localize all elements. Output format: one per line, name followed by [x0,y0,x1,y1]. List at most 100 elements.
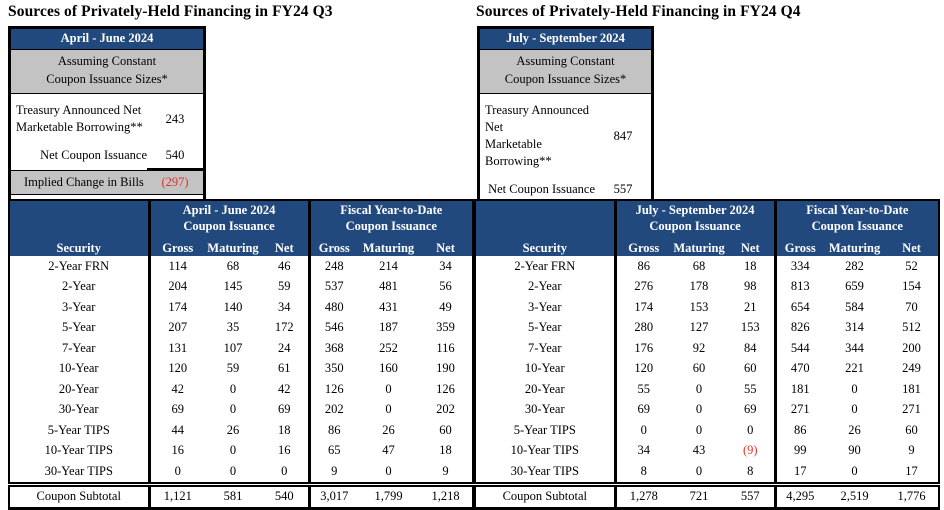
maturing2-cell: 0 [358,461,419,484]
net-coupon-label: Net Coupon Issuance [488,182,595,196]
net2-cell: 60 [419,420,474,441]
subtotal-label: Coupon Subtotal [475,481,616,509]
maturing2-cell: 481 [358,276,419,297]
maturing1-cell: 0 [671,399,728,420]
net1-cell: 42 [261,379,309,400]
security-column-header: Security [475,200,616,256]
maturing2-cell: 314 [824,317,886,338]
net1-cell: 98 [727,276,776,297]
net2-cell: 200 [885,338,940,359]
net2-cell: 9 [885,440,940,461]
assumption-line2: Coupon Issuance Sizes* [504,72,627,86]
implied-bills-value: (297) [161,175,189,189]
gross1-cell: 86 [613,256,672,277]
gross1-cell: 34 [613,440,672,461]
table-row: 30-Year TIPS 8 0 8 17 0 17 [475,461,940,484]
gross2-cell: 99 [773,440,825,461]
maturing2-cell: 0 [824,461,886,484]
subtotal-maturing1: 721 [671,481,728,509]
maturing2-cell: 659 [824,276,886,297]
maturing2-cell: 160 [358,358,419,379]
maturing2-cell: 47 [358,440,419,461]
table-row: 5-Year TIPS 44 26 18 86 26 60 [9,420,474,441]
maturing2-cell: 0 [824,399,886,420]
coupon-table-q3: Security April - June 2024 Fiscal Year-t… [8,199,475,510]
maturing2-cell: 90 [824,440,886,461]
net1-cell: 69 [261,399,309,420]
table-row: 20-Year 55 0 55 181 0 181 [475,379,940,400]
group1-subtitle: Coupon Issuance [613,218,776,235]
maturing1-cell: 0 [671,379,728,400]
table-row: 2-Year FRN 114 68 46 248 214 34 [9,256,474,277]
security-cell: 2-Year FRN [475,256,616,277]
gross2-cell: 181 [773,379,825,400]
security-cell: 5-Year [475,317,616,338]
maturing1-cell: 68 [671,256,728,277]
gross2-cell: 65 [307,440,358,461]
borrowing-label: Treasury Announced Net Marketable Borrow… [11,102,147,136]
subtotal-gross2: 4,295 [773,481,825,509]
summary-box-spacer [11,194,203,199]
table-row: 20-Year 42 0 42 126 0 126 [9,379,474,400]
table-row: 2-Year 276 178 98 813 659 154 [475,276,940,297]
security-cell: 30-Year [9,399,149,420]
maturing2-cell: 252 [358,338,419,359]
maturing1-cell: 60 [671,358,728,379]
gross1-cell: 120 [147,358,205,379]
maturing1-cell: 127 [671,317,728,338]
gross1-cell: 280 [613,317,672,338]
maturing1-cell: 26 [205,420,261,441]
net2-cell: 17 [885,461,940,484]
subtotal-row: Coupon Subtotal 1,121 581 540 3,017 1,79… [9,481,474,509]
subtotal-maturing1: 581 [205,481,261,509]
col-gross1: Gross [613,235,672,256]
net1-cell: 61 [261,358,309,379]
coupon-table-q4-header: Security July - September 2024 Fiscal Ye… [475,200,940,256]
table-row: 7-Year 131 107 24 368 252 116 [9,338,474,359]
net2-cell: 18 [419,440,474,461]
net1-cell: 84 [727,338,776,359]
net2-cell: 70 [885,297,940,318]
gross2-cell: 537 [307,276,358,297]
group2-subtitle: Coupon Issuance [307,218,474,235]
net2-cell: 359 [419,317,474,338]
maturing1-cell: 140 [205,297,261,318]
maturing1-cell: 43 [671,440,728,461]
gross2-cell: 544 [773,338,825,359]
coupon-table-q4-subtotal: Coupon Subtotal 1,278 721 557 4,295 2,51… [475,481,940,509]
subtotal-net2: 1,776 [885,481,940,509]
security-cell: 5-Year TIPS [475,420,616,441]
summary-period-header: April - June 2024 [11,29,203,50]
security-cell: 10-Year [9,358,149,379]
maturing1-cell: 107 [205,338,261,359]
borrowing-label-line2: Marketable Borrowing** [16,120,143,134]
gross1-cell: 176 [613,338,672,359]
subtotal-maturing2: 2,519 [824,481,886,509]
security-cell: 20-Year [9,379,149,400]
subtotal-gross1: 1,278 [613,481,672,509]
net2-cell: 49 [419,297,474,318]
net2-cell: 512 [885,317,940,338]
net2-cell: 181 [885,379,940,400]
gross2-cell: 546 [307,317,358,338]
gross2-cell: 17 [773,461,825,484]
net1-cell: 69 [727,399,776,420]
gross1-cell: 44 [147,420,205,441]
maturing2-cell: 282 [824,256,886,277]
borrowing-label: Treasury Announced Net Marketable Borrow… [480,102,595,170]
security-cell: 7-Year [475,338,616,359]
borrowing-value: 847 [613,128,633,143]
summary-period-header: July - September 2024 [480,29,651,50]
maturing1-cell: 145 [205,276,261,297]
group1-title: April - June 2024 [147,200,309,218]
maturing1-cell: 0 [671,461,728,484]
maturing2-cell: 344 [824,338,886,359]
net1-cell: 18 [727,256,776,277]
col-maturing2: Maturing [824,235,886,256]
net2-cell: 56 [419,276,474,297]
table-row: 5-Year TIPS 0 0 0 86 26 60 [475,420,940,441]
gross1-cell: 0 [613,420,672,441]
net2-cell: 190 [419,358,474,379]
header-group-title-row: Security July - September 2024 Fiscal Ye… [475,200,940,256]
table-row: 10-Year 120 60 60 470 221 249 [475,358,940,379]
